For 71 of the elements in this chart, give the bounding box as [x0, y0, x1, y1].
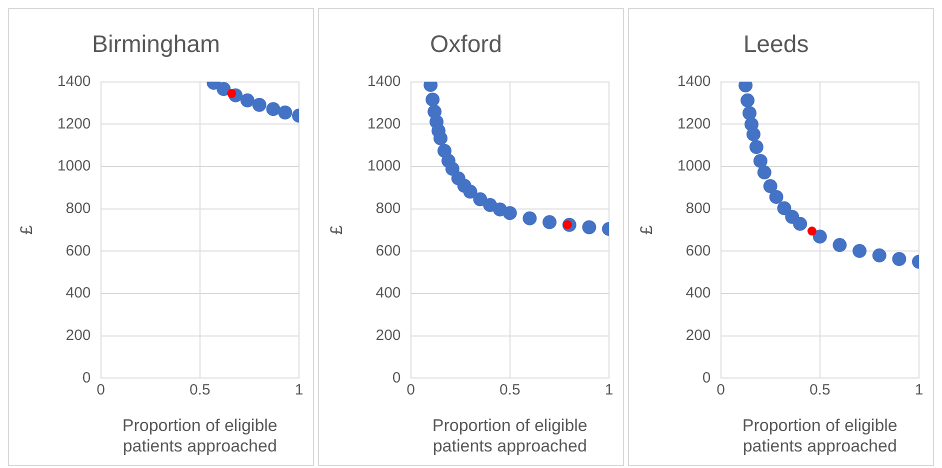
point	[749, 140, 764, 154]
point	[278, 106, 292, 120]
y-tick-label: 1200	[57, 115, 91, 132]
y-axis-title: £	[16, 224, 36, 235]
point	[252, 98, 266, 112]
point	[763, 179, 778, 194]
chart-title: Birmingham	[92, 31, 220, 58]
point	[807, 226, 816, 236]
point	[777, 201, 792, 216]
point	[426, 92, 440, 107]
y-tick-label: 200	[66, 327, 91, 344]
y-tick-label: 1000	[57, 158, 91, 175]
point	[746, 127, 760, 142]
y-tick-label: 1400	[677, 72, 711, 90]
y-tick-label: 0	[82, 369, 91, 386]
chart-title: Oxford	[430, 31, 502, 58]
y-tick-label: 600	[376, 242, 401, 260]
point	[892, 252, 906, 266]
point	[266, 102, 280, 116]
y-tick-label: 0	[392, 369, 401, 386]
x-axis-title: Proportion of eligible patients approached	[432, 416, 588, 456]
point	[757, 165, 772, 180]
y-tick-label: 200	[686, 327, 711, 344]
y-tick-label: 400	[66, 284, 91, 302]
x-tick-label: 0.5	[189, 381, 210, 398]
y-tick-label: 1400	[57, 72, 91, 90]
point	[216, 82, 231, 96]
point	[832, 238, 847, 252]
y-tick-label: 800	[376, 200, 401, 217]
x-tick-label: 0	[406, 381, 415, 398]
point	[582, 220, 596, 234]
point	[769, 190, 784, 204]
point	[473, 192, 488, 206]
y-tick-label: 600	[686, 242, 711, 260]
point	[434, 131, 448, 146]
point	[463, 184, 478, 199]
y-tick-label: 400	[686, 284, 711, 302]
y-tick-label: 1000	[677, 158, 711, 175]
y-tick-label: 200	[376, 327, 401, 344]
y-tick-label: 400	[376, 284, 401, 302]
y-axis-title: £	[636, 224, 656, 235]
y-tick-label: 800	[66, 200, 91, 217]
point	[502, 206, 517, 220]
x-tick-label: 1	[604, 381, 614, 398]
y-tick-label: 1200	[367, 115, 401, 132]
point	[812, 230, 827, 244]
point	[522, 211, 537, 226]
point	[542, 215, 557, 230]
point	[872, 248, 886, 262]
x-tick-label: 0.5	[809, 381, 830, 398]
point	[740, 93, 755, 108]
chart-title: Leeds	[743, 31, 809, 58]
y-tick-label: 600	[66, 242, 91, 260]
point	[852, 244, 867, 258]
point	[742, 106, 757, 120]
y-axis-title: £	[326, 224, 346, 235]
y-tick-label: 1000	[367, 158, 401, 175]
x-tick-label: 1	[914, 381, 924, 398]
x-tick-label: 0.5	[499, 381, 520, 398]
point	[240, 93, 254, 108]
x-axis-title: Proportion of eligible patients approached	[122, 416, 278, 456]
x-tick-label: 0	[716, 381, 725, 398]
x-axis-title: Proportion of eligible patients approached	[742, 416, 898, 456]
y-tick-label: 1400	[367, 72, 401, 90]
point	[793, 216, 808, 231]
y-tick-label: 1200	[677, 115, 711, 132]
x-tick-label: 1	[294, 381, 304, 398]
y-tick-label: 0	[702, 369, 711, 386]
point	[753, 154, 768, 168]
y-tick-label: 800	[686, 200, 711, 217]
x-tick-label: 0	[96, 381, 105, 398]
